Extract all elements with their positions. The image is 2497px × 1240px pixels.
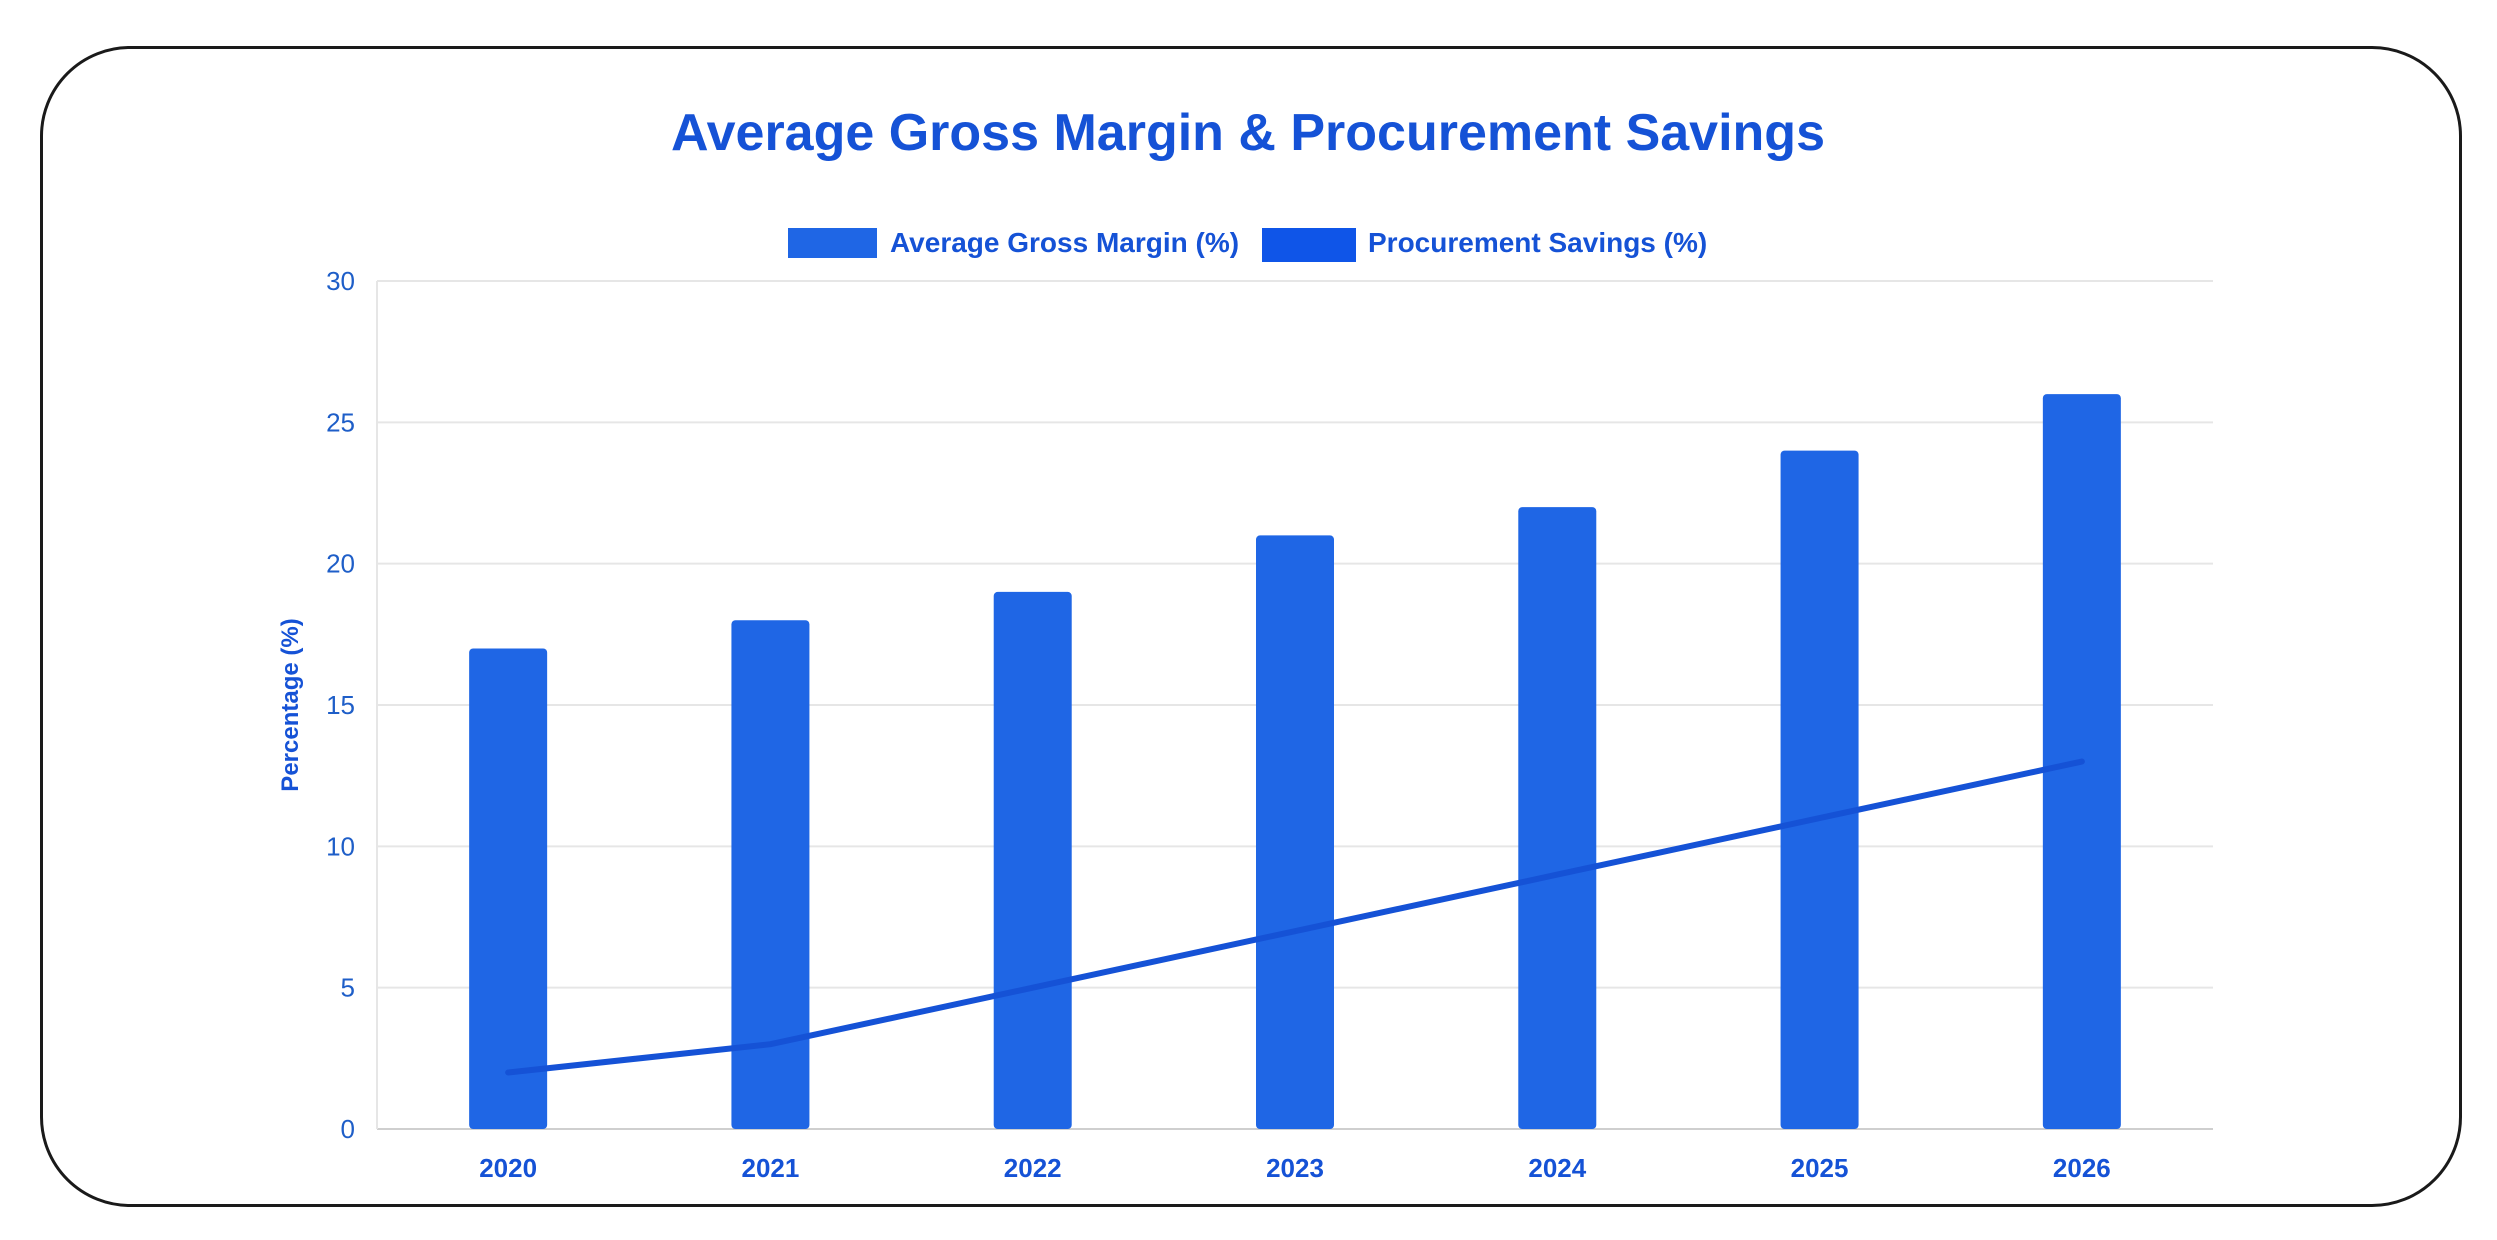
y-tick-label: 15	[326, 690, 355, 720]
bar-gross-margin-2020[interactable]	[469, 648, 548, 1129]
x-axis: 2020 2021 2022 2023 2024 2025 2026	[479, 1153, 2111, 1183]
legend-item-gross-margin[interactable]: Average Gross Margin (%)	[788, 227, 1239, 258]
bars	[469, 394, 2121, 1130]
legend-label-procurement-savings: Procurement Savings (%)	[1368, 227, 1707, 258]
point-procurement-savings-2022[interactable]	[1031, 986, 1034, 989]
point-procurement-savings-2024[interactable]	[1556, 873, 1559, 876]
y-tick-label: 30	[326, 266, 355, 296]
bar-gross-margin-2025[interactable]	[1780, 450, 1859, 1130]
y-tick-label: 5	[341, 973, 355, 1003]
chart-title: Average Gross Margin & Procurement Savin…	[671, 104, 1825, 162]
legend: Average Gross Margin (%) Procurement Sav…	[788, 227, 1707, 262]
legend-swatch-gross-margin	[788, 228, 877, 258]
point-procurement-savings-2023[interactable]	[1294, 930, 1296, 933]
x-tick-label: 2024	[1528, 1153, 1586, 1183]
legend-swatch-procurement-savings	[1262, 228, 1356, 262]
x-tick-label: 2026	[2053, 1153, 2111, 1183]
y-tick-label: 20	[326, 549, 355, 579]
x-tick-label: 2020	[479, 1153, 537, 1183]
y-tick-label: 25	[326, 407, 355, 437]
bar-gross-margin-2023[interactable]	[1256, 535, 1334, 1129]
x-tick-label: 2023	[1266, 1153, 1324, 1183]
y-axis-label: Percentage (%)	[277, 618, 304, 791]
point-procurement-savings-2021[interactable]	[769, 1043, 772, 1046]
line-series	[505, 758, 2085, 1076]
point-procurement-savings-2020[interactable]	[507, 1071, 510, 1074]
point-procurement-savings-2025[interactable]	[1818, 817, 1821, 820]
point-procurement-savings-2026[interactable]	[2080, 760, 2083, 763]
bar-gross-margin-2021[interactable]	[731, 620, 810, 1129]
bar-gross-margin-2022[interactable]	[993, 591, 1072, 1129]
legend-label-gross-margin: Average Gross Margin (%)	[890, 227, 1239, 258]
y-tick-label: 10	[326, 831, 355, 861]
x-tick-label: 2022	[1004, 1153, 1062, 1183]
x-tick-label: 2021	[742, 1153, 800, 1183]
legend-item-procurement-savings[interactable]: Procurement Savings (%)	[1262, 227, 1707, 262]
y-tick-label: 0	[341, 1114, 355, 1144]
x-tick-label: 2025	[1791, 1153, 1849, 1183]
bar-gross-margin-2024[interactable]	[1518, 507, 1597, 1130]
y-axis: 0 5 10 15 20 25 30	[326, 266, 378, 1144]
